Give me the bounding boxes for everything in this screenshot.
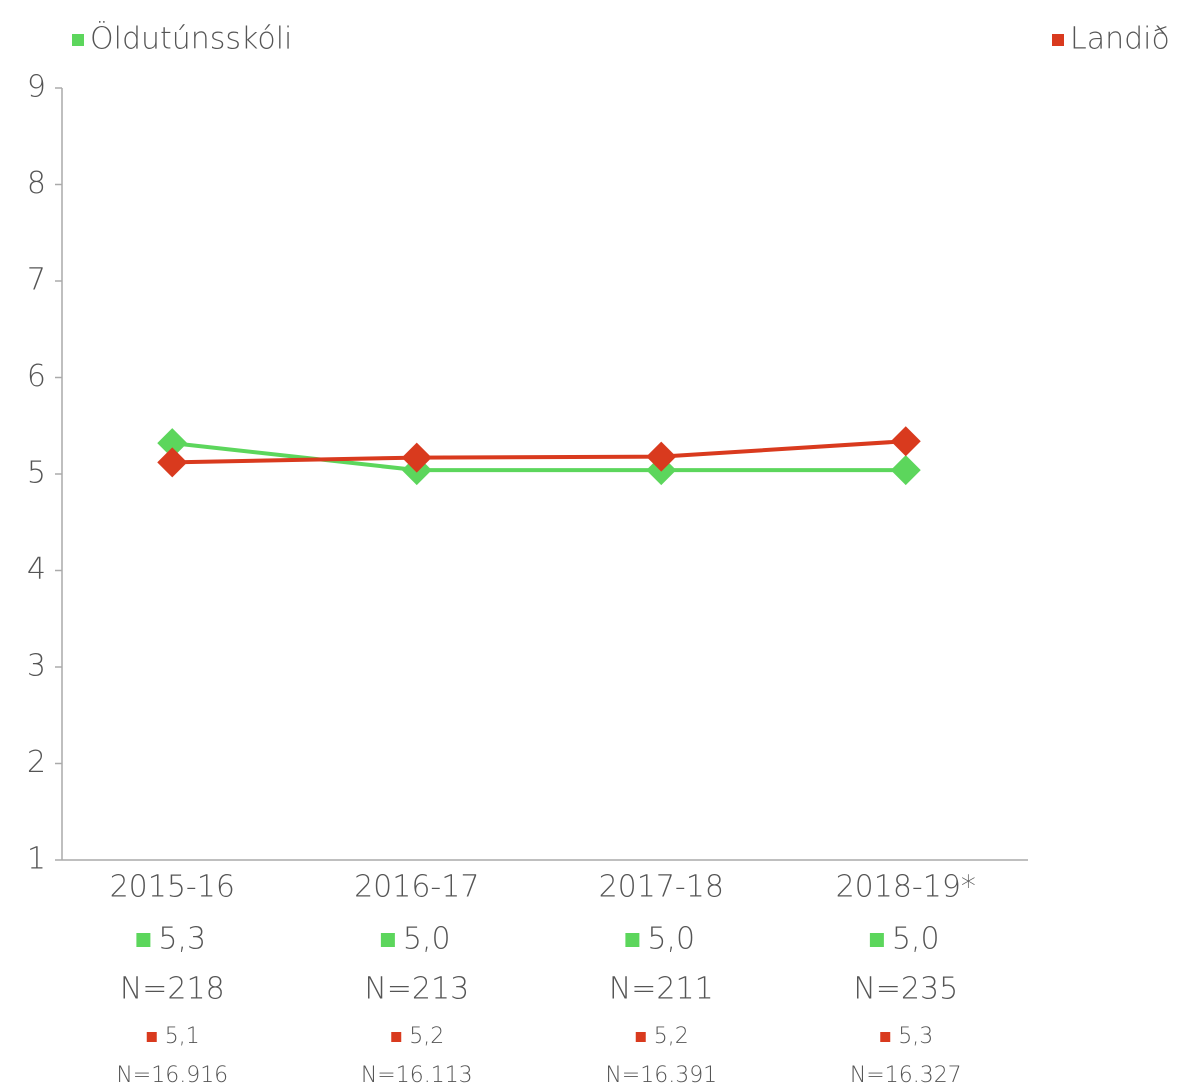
value-swatch [869,933,884,947]
series-line [172,439,906,465]
value-label: 5,3 [898,1024,933,1049]
value-swatch [380,933,395,947]
value-label: 5,0 [403,922,451,957]
y-tick-label: 1 [27,842,46,877]
legend-swatch [1052,34,1064,46]
marker [646,441,677,472]
x-tick-label: 2018-19* [836,870,976,905]
value-swatch [391,1032,402,1042]
y-tick-label: 7 [27,263,46,298]
y-tick-label: 5 [27,456,46,491]
marker [890,455,921,486]
x-tick-label: 2017-18 [599,870,724,905]
legend-label: Öldutúnsskóli [90,21,292,57]
n-label: N=16.916 [116,1063,228,1088]
x-tick-label: 2015-16 [110,870,235,905]
n-label: N=218 [120,972,225,1007]
n-label: N=235 [853,972,958,1007]
n-label: N=211 [609,972,714,1007]
legend-label: Landið [1070,22,1170,57]
y-tick-label: 8 [27,166,46,201]
value-label: 5,2 [654,1024,689,1049]
n-label: N=213 [364,972,469,1007]
value-label: 5,0 [647,922,695,957]
value-label: 5,2 [409,1024,444,1049]
n-label: N=16.391 [605,1063,717,1088]
legend-swatch [72,34,84,46]
value-label: 5,0 [892,922,940,957]
value-swatch [146,1032,157,1042]
y-tick-label: 2 [27,745,46,780]
y-tick-label: 9 [27,70,46,105]
value-swatch [880,1032,891,1042]
marker [890,426,921,457]
x-tick-label: 2016-17 [354,870,479,905]
series-line [172,441,906,473]
y-tick-label: 4 [27,552,46,587]
value-swatch [136,933,151,947]
n-label: N=16.113 [361,1063,473,1088]
y-tick-label: 3 [27,649,46,684]
marker [157,447,188,478]
marker [401,442,432,473]
y-tick-label: 6 [27,359,46,394]
value-label: 5,3 [158,922,206,957]
marker [157,428,188,459]
n-label: N=16.327 [850,1063,962,1088]
value-swatch [625,933,640,947]
value-label: 5,1 [165,1024,200,1049]
value-swatch [635,1032,646,1042]
